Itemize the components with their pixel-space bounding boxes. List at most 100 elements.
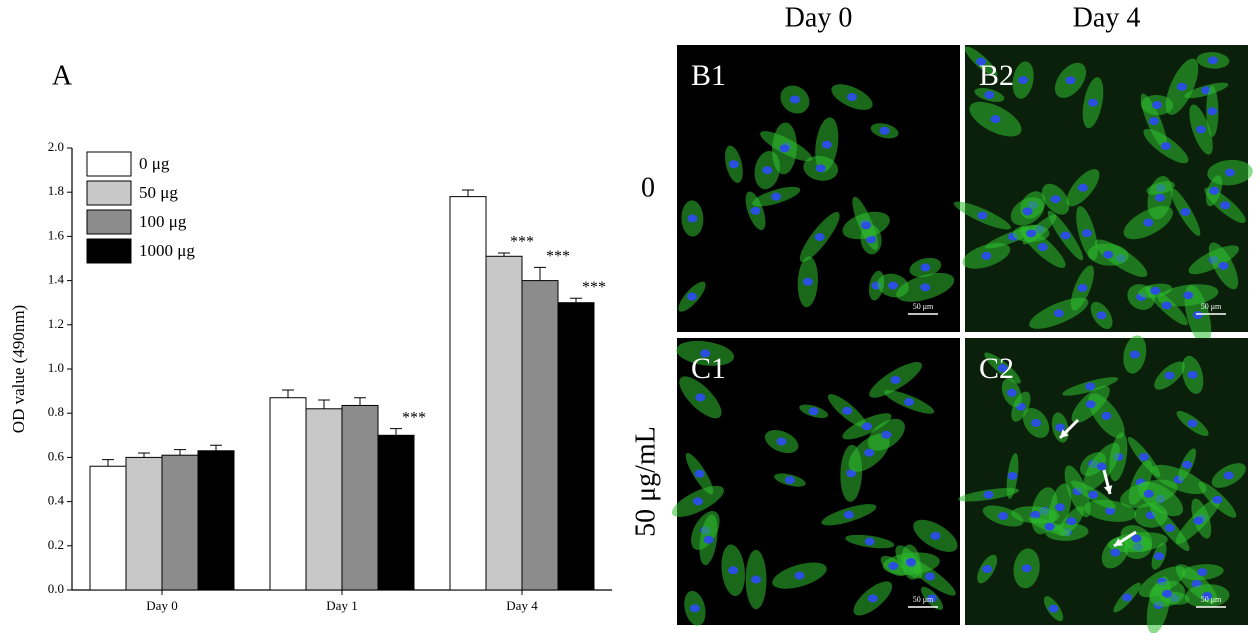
bar bbox=[341, 404, 379, 591]
nucleus bbox=[1160, 142, 1171, 151]
bar bbox=[449, 196, 487, 591]
scale-bar-label: 50 μm bbox=[913, 595, 934, 604]
x-tick-label: Day 1 bbox=[326, 598, 357, 613]
nucleus bbox=[1209, 186, 1220, 195]
significance-label: *** bbox=[582, 279, 606, 296]
y-tick-label: 1.0 bbox=[48, 360, 64, 375]
error-bar bbox=[138, 452, 150, 458]
nucleus bbox=[1139, 452, 1150, 461]
nucleus bbox=[905, 558, 916, 567]
nucleus bbox=[1055, 503, 1066, 512]
nucleus bbox=[1161, 301, 1172, 310]
nucleus bbox=[879, 126, 890, 135]
nucleus bbox=[1077, 283, 1088, 292]
nucleus bbox=[1197, 568, 1208, 577]
nucleus bbox=[927, 594, 938, 603]
y-tick-label: 1.8 bbox=[48, 183, 64, 198]
nucleus bbox=[1085, 382, 1096, 391]
nucleus bbox=[1096, 462, 1107, 471]
bar bbox=[521, 280, 559, 591]
nucleus bbox=[976, 57, 987, 66]
nucleus bbox=[814, 233, 825, 242]
nucleus bbox=[1187, 419, 1198, 428]
nucleus bbox=[1055, 423, 1066, 432]
image-label: C2 bbox=[979, 352, 1014, 385]
nucleus bbox=[794, 571, 805, 580]
nucleus bbox=[997, 364, 1008, 373]
nucleus bbox=[1088, 490, 1099, 499]
nucleus bbox=[771, 192, 782, 201]
bar bbox=[125, 456, 163, 591]
arrow-head bbox=[1103, 485, 1113, 494]
nucleus bbox=[1212, 495, 1223, 504]
nucleus bbox=[1088, 98, 1099, 107]
y-tick-label: 0.0 bbox=[48, 581, 64, 596]
bar bbox=[485, 255, 523, 591]
scale-bar-label: 50 μm bbox=[913, 302, 934, 311]
nucleus bbox=[1066, 517, 1077, 526]
nucleus bbox=[1196, 125, 1207, 134]
legend-swatch bbox=[86, 209, 132, 235]
nucleus bbox=[815, 164, 826, 173]
nucleus bbox=[843, 510, 854, 519]
bar bbox=[305, 408, 343, 591]
nucleus bbox=[888, 562, 899, 571]
nucleus bbox=[751, 575, 762, 584]
nucleus bbox=[861, 422, 872, 431]
nucleus bbox=[1202, 591, 1213, 600]
nucleus bbox=[1110, 548, 1121, 557]
nucleus bbox=[984, 90, 995, 99]
legend-swatch bbox=[86, 151, 132, 177]
nucleus bbox=[789, 95, 800, 104]
nucleus bbox=[1220, 201, 1231, 210]
y-tick-label: 0.6 bbox=[48, 448, 65, 463]
nucleus bbox=[1162, 589, 1173, 598]
nucleus bbox=[982, 565, 993, 574]
error-bar bbox=[462, 189, 474, 197]
nucleus bbox=[1018, 76, 1029, 85]
nucleus bbox=[1218, 261, 1229, 270]
micrograph bbox=[953, 45, 1253, 346]
legend-label: 100 μg bbox=[139, 212, 187, 231]
nucleus bbox=[1077, 183, 1088, 192]
nucleus bbox=[1143, 218, 1154, 227]
bar bbox=[377, 434, 415, 591]
x-tick-label: Day 4 bbox=[506, 598, 538, 613]
nucleus bbox=[728, 160, 739, 169]
error-bar bbox=[102, 459, 114, 467]
bar bbox=[161, 454, 199, 591]
nucleus bbox=[1180, 208, 1191, 217]
nucleus bbox=[694, 469, 705, 478]
nucleus bbox=[904, 397, 915, 406]
nucleus bbox=[1177, 82, 1188, 91]
nucleus bbox=[1048, 604, 1059, 613]
nucleus bbox=[703, 535, 714, 544]
error-bar bbox=[570, 297, 582, 303]
nucleus bbox=[890, 375, 901, 384]
bar bbox=[89, 465, 127, 591]
nucleus bbox=[1085, 400, 1096, 409]
legend-label: 0 μg bbox=[139, 154, 170, 173]
nucleus bbox=[784, 476, 795, 485]
nucleus bbox=[1021, 564, 1032, 573]
bar bbox=[557, 302, 595, 591]
nucleus bbox=[920, 263, 931, 272]
y-tick-label: 1.2 bbox=[48, 316, 64, 331]
nucleus bbox=[1148, 117, 1159, 126]
nucleus bbox=[930, 531, 941, 540]
nucleus bbox=[864, 537, 875, 546]
scale-bar-label: 50 μm bbox=[1201, 595, 1222, 604]
nucleus bbox=[728, 566, 739, 575]
nucleus bbox=[802, 277, 813, 286]
legend-label: 50 μg bbox=[139, 183, 178, 202]
nucleus bbox=[687, 214, 698, 223]
legend-swatch bbox=[86, 238, 132, 264]
column-header: Day 0 bbox=[785, 2, 853, 33]
nucleus bbox=[1103, 250, 1114, 259]
nucleus bbox=[1037, 243, 1048, 252]
y-tick-label: 1.4 bbox=[48, 272, 65, 287]
nucleus bbox=[842, 406, 853, 415]
nucleus bbox=[1131, 534, 1142, 543]
nucleus bbox=[1129, 350, 1140, 359]
